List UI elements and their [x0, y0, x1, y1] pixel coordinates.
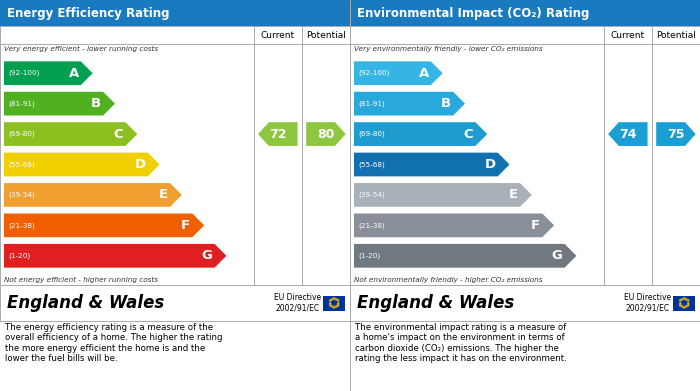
Polygon shape [258, 122, 298, 146]
Text: EU Directive
2002/91/EC: EU Directive 2002/91/EC [274, 293, 321, 313]
Text: ★: ★ [332, 305, 336, 310]
Text: ★: ★ [332, 296, 336, 301]
Text: (81-91): (81-91) [358, 100, 385, 107]
Bar [323, 296, 345, 310]
Text: D: D [484, 158, 496, 171]
Polygon shape [4, 244, 227, 268]
Text: ★: ★ [334, 304, 338, 309]
Text: ★: ★ [335, 303, 340, 308]
Text: Very energy efficient - lower running costs: Very energy efficient - lower running co… [4, 46, 158, 52]
Polygon shape [354, 244, 577, 268]
Text: ★: ★ [680, 297, 684, 302]
Text: (39-54): (39-54) [358, 192, 385, 198]
Text: (21-38): (21-38) [358, 222, 385, 229]
Text: Not energy efficient - higher running costs: Not energy efficient - higher running co… [4, 277, 158, 283]
Text: E: E [509, 188, 518, 201]
Text: The energy efficiency rating is a measure of the
overall efficiency of a home. T: The energy efficiency rating is a measur… [5, 323, 223, 363]
Text: A: A [69, 67, 79, 80]
Text: Potential: Potential [306, 30, 346, 39]
Polygon shape [4, 213, 204, 237]
Text: ★: ★ [328, 301, 332, 305]
Text: ★: ★ [682, 296, 686, 301]
Bar [350, 0, 700, 26]
Text: ★: ★ [682, 305, 686, 310]
Text: ★: ★ [678, 303, 682, 308]
Text: B: B [91, 97, 101, 110]
Text: Current: Current [260, 30, 295, 39]
Text: 75: 75 [667, 127, 685, 141]
Text: E: E [159, 188, 168, 201]
Bar [0, 285, 350, 321]
Text: (55-68): (55-68) [358, 161, 385, 168]
Bar [350, 26, 700, 285]
Text: (21-38): (21-38) [8, 222, 35, 229]
Text: G: G [202, 249, 213, 262]
Text: Very environmentally friendly - lower CO₂ emissions: Very environmentally friendly - lower CO… [354, 46, 542, 52]
Text: F: F [181, 219, 190, 232]
Text: (69-80): (69-80) [358, 131, 385, 137]
Text: Not environmentally friendly - higher CO₂ emissions: Not environmentally friendly - higher CO… [354, 277, 542, 283]
Polygon shape [608, 122, 648, 146]
Text: ★: ★ [330, 304, 334, 309]
Text: Environmental Impact (CO₂) Rating: Environmental Impact (CO₂) Rating [357, 7, 589, 20]
Polygon shape [4, 61, 92, 85]
Text: 80: 80 [317, 127, 335, 141]
Text: (1-20): (1-20) [358, 253, 380, 259]
Text: (39-54): (39-54) [8, 192, 35, 198]
Text: England & Wales: England & Wales [357, 294, 514, 312]
Text: 72: 72 [269, 127, 286, 141]
Polygon shape [354, 92, 465, 115]
Text: ★: ★ [328, 303, 332, 308]
Text: (1-20): (1-20) [8, 253, 30, 259]
Text: ★: ★ [680, 304, 684, 309]
Text: ★: ★ [686, 301, 690, 305]
Text: ★: ★ [685, 298, 690, 303]
Text: ★: ★ [336, 301, 340, 305]
Text: G: G [552, 249, 563, 262]
Text: C: C [464, 127, 473, 141]
Text: England & Wales: England & Wales [7, 294, 164, 312]
Text: (92-100): (92-100) [8, 70, 39, 77]
Polygon shape [354, 61, 442, 85]
Text: 74: 74 [619, 127, 636, 141]
Bar [673, 296, 695, 310]
Text: ★: ★ [334, 297, 338, 302]
Text: (69-80): (69-80) [8, 131, 35, 137]
Text: ★: ★ [684, 297, 688, 302]
Text: Current: Current [610, 30, 645, 39]
Polygon shape [354, 152, 510, 176]
Polygon shape [4, 122, 137, 146]
Text: ★: ★ [678, 298, 682, 303]
Polygon shape [4, 92, 115, 115]
Bar [350, 285, 700, 321]
Text: ★: ★ [685, 303, 690, 308]
Text: Energy Efficiency Rating: Energy Efficiency Rating [7, 7, 169, 20]
Text: The environmental impact rating is a measure of
a home's impact on the environme: The environmental impact rating is a mea… [355, 323, 567, 363]
Text: (55-68): (55-68) [8, 161, 35, 168]
Text: (92-100): (92-100) [358, 70, 389, 77]
Polygon shape [656, 122, 696, 146]
Text: C: C [114, 127, 123, 141]
Bar [0, 0, 350, 26]
Polygon shape [354, 122, 487, 146]
Polygon shape [354, 213, 554, 237]
Polygon shape [354, 183, 532, 207]
Polygon shape [306, 122, 346, 146]
Text: Potential: Potential [656, 30, 696, 39]
Text: B: B [441, 97, 451, 110]
Bar [0, 26, 350, 285]
Polygon shape [4, 152, 160, 176]
Text: ★: ★ [330, 297, 334, 302]
Text: (81-91): (81-91) [8, 100, 35, 107]
Text: ★: ★ [684, 304, 688, 309]
Text: ★: ★ [335, 298, 340, 303]
Text: EU Directive
2002/91/EC: EU Directive 2002/91/EC [624, 293, 671, 313]
Text: ★: ★ [328, 298, 332, 303]
Polygon shape [4, 183, 182, 207]
Text: D: D [134, 158, 146, 171]
Text: ★: ★ [678, 301, 682, 305]
Text: A: A [419, 67, 429, 80]
Text: F: F [531, 219, 540, 232]
